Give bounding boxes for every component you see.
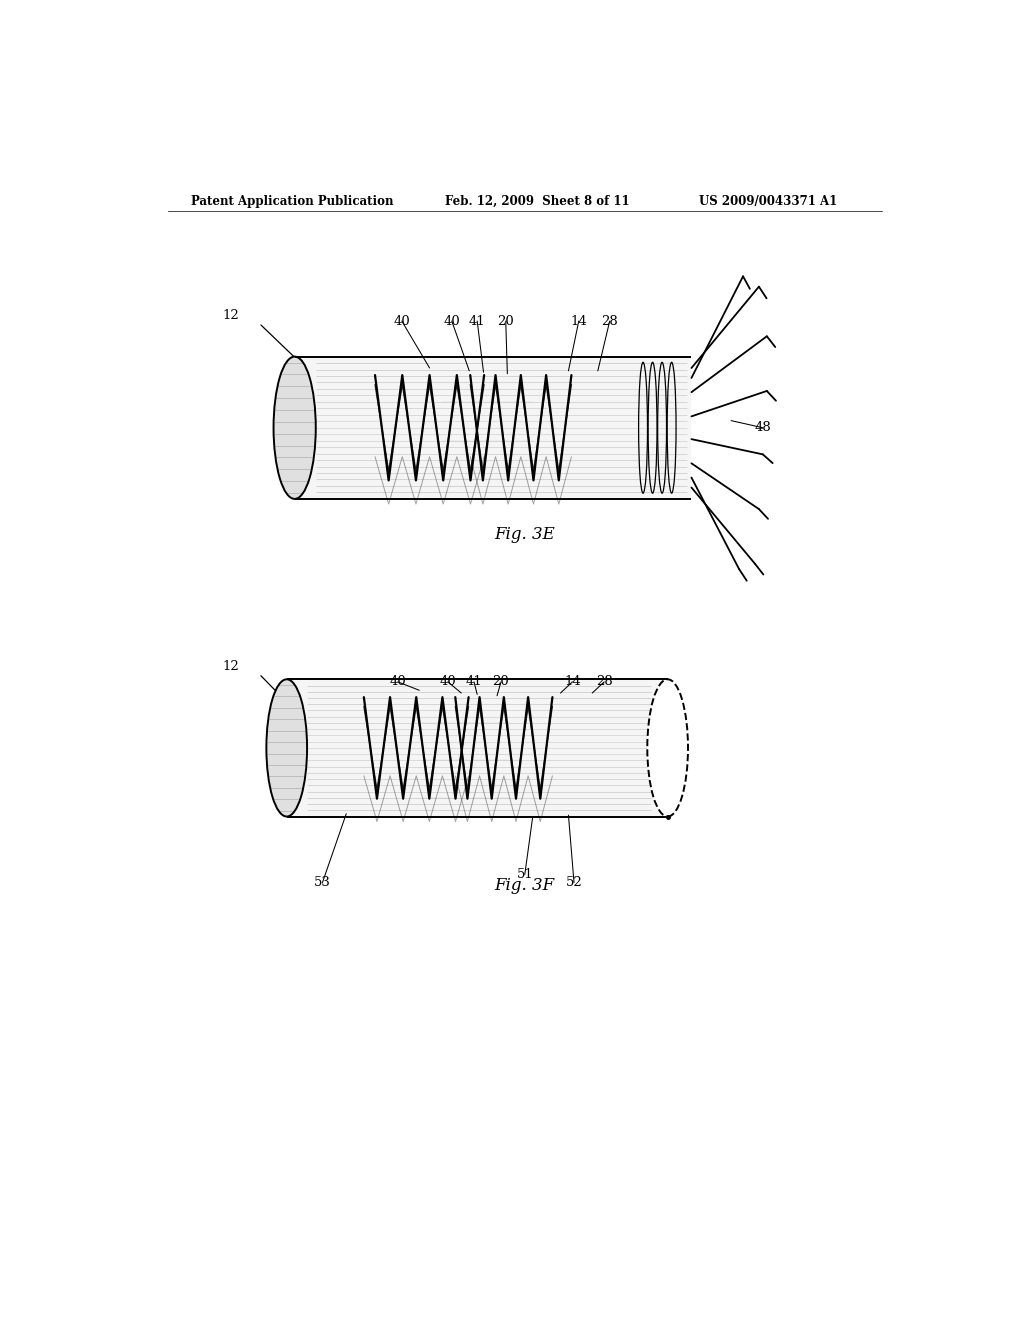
Text: 12: 12: [222, 309, 240, 322]
Text: Fig. 3E: Fig. 3E: [495, 525, 555, 543]
Text: 51: 51: [516, 869, 534, 880]
Text: 48: 48: [755, 421, 771, 434]
Text: 40: 40: [443, 314, 460, 327]
Ellipse shape: [273, 356, 315, 499]
Text: 40: 40: [393, 314, 411, 327]
Text: 52: 52: [565, 876, 583, 890]
FancyBboxPatch shape: [295, 356, 691, 499]
Text: 28: 28: [601, 314, 618, 327]
Text: 12: 12: [222, 660, 240, 673]
Text: Feb. 12, 2009  Sheet 8 of 11: Feb. 12, 2009 Sheet 8 of 11: [445, 194, 630, 207]
Text: 20: 20: [493, 676, 509, 688]
Text: 14: 14: [570, 314, 587, 327]
Text: 41: 41: [469, 314, 485, 327]
Text: Patent Application Publication: Patent Application Publication: [191, 194, 394, 207]
Text: 41: 41: [466, 676, 482, 688]
Ellipse shape: [266, 680, 307, 817]
FancyBboxPatch shape: [287, 680, 668, 817]
Text: Fig. 3F: Fig. 3F: [495, 876, 555, 894]
Ellipse shape: [647, 680, 688, 817]
Text: 14: 14: [564, 676, 581, 688]
Text: 20: 20: [498, 314, 514, 327]
Text: 53: 53: [314, 876, 331, 890]
Text: 28: 28: [596, 676, 612, 688]
Text: 40: 40: [389, 676, 407, 688]
Text: 40: 40: [439, 676, 457, 688]
Text: US 2009/0043371 A1: US 2009/0043371 A1: [699, 194, 838, 207]
